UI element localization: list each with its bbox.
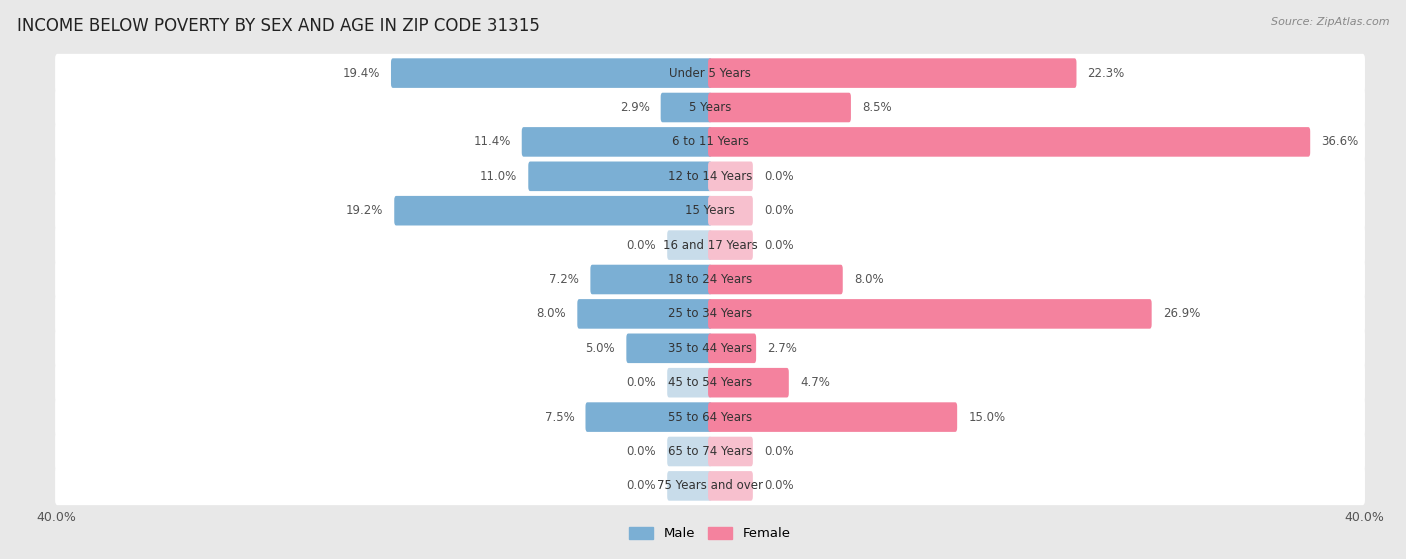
FancyBboxPatch shape: [55, 260, 1365, 299]
FancyBboxPatch shape: [591, 265, 711, 294]
Text: 11.0%: 11.0%: [479, 170, 517, 183]
FancyBboxPatch shape: [709, 230, 752, 260]
FancyBboxPatch shape: [709, 437, 752, 466]
Text: 35 to 44 Years: 35 to 44 Years: [668, 342, 752, 355]
Text: 0.0%: 0.0%: [763, 445, 793, 458]
FancyBboxPatch shape: [668, 437, 711, 466]
Text: 75 Years and over: 75 Years and over: [657, 480, 763, 492]
FancyBboxPatch shape: [55, 226, 1365, 264]
FancyBboxPatch shape: [522, 127, 711, 157]
FancyBboxPatch shape: [668, 471, 711, 501]
Text: INCOME BELOW POVERTY BY SEX AND AGE IN ZIP CODE 31315: INCOME BELOW POVERTY BY SEX AND AGE IN Z…: [17, 17, 540, 35]
Text: 15 Years: 15 Years: [685, 204, 735, 217]
Text: 0.0%: 0.0%: [763, 204, 793, 217]
FancyBboxPatch shape: [55, 157, 1365, 196]
Text: 0.0%: 0.0%: [763, 480, 793, 492]
Text: Source: ZipAtlas.com: Source: ZipAtlas.com: [1271, 17, 1389, 27]
FancyBboxPatch shape: [55, 432, 1365, 471]
FancyBboxPatch shape: [55, 467, 1365, 505]
Text: 0.0%: 0.0%: [627, 376, 657, 389]
Text: 0.0%: 0.0%: [627, 445, 657, 458]
FancyBboxPatch shape: [578, 299, 711, 329]
Text: 55 to 64 Years: 55 to 64 Years: [668, 411, 752, 424]
Text: 25 to 34 Years: 25 to 34 Years: [668, 307, 752, 320]
FancyBboxPatch shape: [55, 88, 1365, 127]
FancyBboxPatch shape: [709, 196, 752, 225]
FancyBboxPatch shape: [709, 127, 1310, 157]
FancyBboxPatch shape: [626, 334, 711, 363]
FancyBboxPatch shape: [585, 402, 711, 432]
Text: 7.5%: 7.5%: [544, 411, 575, 424]
Text: 11.4%: 11.4%: [474, 135, 510, 148]
Text: 0.0%: 0.0%: [763, 170, 793, 183]
Text: 16 and 17 Years: 16 and 17 Years: [662, 239, 758, 252]
Text: 65 to 74 Years: 65 to 74 Years: [668, 445, 752, 458]
Text: 36.6%: 36.6%: [1322, 135, 1358, 148]
Text: 26.9%: 26.9%: [1163, 307, 1201, 320]
FancyBboxPatch shape: [394, 196, 711, 225]
Text: 7.2%: 7.2%: [550, 273, 579, 286]
FancyBboxPatch shape: [55, 295, 1365, 333]
FancyBboxPatch shape: [709, 58, 1077, 88]
FancyBboxPatch shape: [709, 334, 756, 363]
FancyBboxPatch shape: [709, 162, 752, 191]
FancyBboxPatch shape: [709, 299, 1152, 329]
Text: 0.0%: 0.0%: [627, 239, 657, 252]
Text: 19.2%: 19.2%: [346, 204, 382, 217]
FancyBboxPatch shape: [55, 329, 1365, 368]
FancyBboxPatch shape: [55, 363, 1365, 402]
Text: 2.9%: 2.9%: [620, 101, 650, 114]
FancyBboxPatch shape: [709, 368, 789, 397]
Text: 0.0%: 0.0%: [763, 239, 793, 252]
FancyBboxPatch shape: [709, 93, 851, 122]
Text: Under 5 Years: Under 5 Years: [669, 67, 751, 79]
Text: 8.5%: 8.5%: [862, 101, 891, 114]
FancyBboxPatch shape: [55, 122, 1365, 161]
Text: 22.3%: 22.3%: [1088, 67, 1125, 79]
FancyBboxPatch shape: [709, 402, 957, 432]
Text: 12 to 14 Years: 12 to 14 Years: [668, 170, 752, 183]
Text: 2.7%: 2.7%: [768, 342, 797, 355]
FancyBboxPatch shape: [661, 93, 711, 122]
Text: 6 to 11 Years: 6 to 11 Years: [672, 135, 748, 148]
Text: 8.0%: 8.0%: [853, 273, 883, 286]
FancyBboxPatch shape: [668, 230, 711, 260]
Legend: Male, Female: Male, Female: [624, 522, 796, 546]
Text: 4.7%: 4.7%: [800, 376, 830, 389]
FancyBboxPatch shape: [668, 368, 711, 397]
Text: 18 to 24 Years: 18 to 24 Years: [668, 273, 752, 286]
Text: 5 Years: 5 Years: [689, 101, 731, 114]
FancyBboxPatch shape: [391, 58, 711, 88]
FancyBboxPatch shape: [709, 471, 752, 501]
Text: 19.4%: 19.4%: [343, 67, 380, 79]
FancyBboxPatch shape: [55, 191, 1365, 230]
Text: 8.0%: 8.0%: [537, 307, 567, 320]
Text: 15.0%: 15.0%: [969, 411, 1005, 424]
Text: 5.0%: 5.0%: [586, 342, 616, 355]
FancyBboxPatch shape: [709, 265, 842, 294]
Text: 0.0%: 0.0%: [627, 480, 657, 492]
Text: 45 to 54 Years: 45 to 54 Years: [668, 376, 752, 389]
FancyBboxPatch shape: [55, 398, 1365, 437]
FancyBboxPatch shape: [529, 162, 711, 191]
FancyBboxPatch shape: [55, 54, 1365, 92]
